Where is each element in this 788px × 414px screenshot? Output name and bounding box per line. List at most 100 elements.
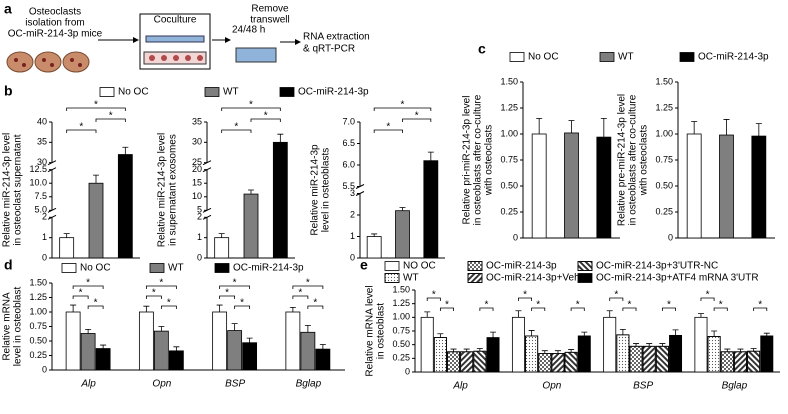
bar <box>366 236 382 259</box>
sig-label: * <box>225 288 229 299</box>
sig-bracket <box>531 307 546 311</box>
error-bar <box>218 233 225 238</box>
sig-bracket <box>518 297 533 301</box>
legend-swatch <box>204 87 220 97</box>
legend-label: OC-miR-214-3p <box>233 263 304 274</box>
coculture-wells <box>143 35 207 65</box>
sig-label: * <box>706 290 710 301</box>
y-tick-label: 1.25 <box>392 298 410 308</box>
sig-bracket <box>402 118 432 122</box>
legend-label: OC-miR-214-3p <box>486 261 557 272</box>
sig-bracket <box>373 107 432 111</box>
y-axis-label: Relative miR-214-3p level <box>2 133 13 248</box>
sig-bracket <box>234 305 251 309</box>
x-tick-label: Opn <box>152 379 171 390</box>
bar-pattern <box>707 336 721 373</box>
legend-label: NO OC <box>403 261 436 272</box>
bar-pattern <box>447 351 461 373</box>
sig-bracket <box>307 305 324 309</box>
error-bar <box>85 329 92 334</box>
error-bar <box>463 348 470 352</box>
bar-pattern <box>538 353 552 373</box>
legend-swatch-pattern <box>467 261 483 271</box>
bar <box>486 337 500 373</box>
y-tick-label: 0.50 <box>392 339 410 349</box>
bar-pattern <box>733 351 747 373</box>
bar <box>59 237 75 259</box>
sig-label: * <box>667 300 671 311</box>
x-tick-label: Bglap <box>722 381 748 392</box>
y-tick-label: 1.00 <box>500 128 518 138</box>
error-bar <box>427 151 434 161</box>
sig-bracket <box>479 307 494 311</box>
y-tick-label: 1.50 <box>500 76 518 86</box>
error-bar <box>724 348 731 352</box>
legend-label: OC-miR-214-3p <box>698 52 769 63</box>
y-tick-label: 0.25 <box>500 206 518 216</box>
y-tick-label: 0.25 <box>29 350 47 360</box>
sig-bracket <box>72 285 104 289</box>
y-axis-label: with osteoclasts <box>639 125 650 197</box>
y-axis-label: level in osteoblast <box>13 287 24 367</box>
y-tick-label: 35 <box>37 137 47 147</box>
sig-label: * <box>306 278 310 289</box>
legend-label: OC-miR-214-3p <box>298 87 369 98</box>
bar <box>242 342 258 371</box>
y-tick-label: 7.5 <box>34 191 47 201</box>
sig-bracket <box>145 295 162 299</box>
sig-label: * <box>758 300 762 311</box>
sig-bracket <box>66 129 97 133</box>
sig-bracket <box>72 295 89 299</box>
error-bar <box>600 118 607 138</box>
bar <box>138 311 154 371</box>
error-bar <box>231 323 238 331</box>
bar <box>227 330 243 371</box>
panel-label: e <box>360 257 368 273</box>
y-tick-label: 0 <box>668 232 673 242</box>
y-tick-label: 2 <box>350 209 355 219</box>
sig-label: * <box>576 300 580 311</box>
bar <box>315 348 331 371</box>
x-tick-label: BSP <box>633 381 653 392</box>
panel-label: d <box>4 257 13 273</box>
step-text: isolation from <box>25 18 84 29</box>
sig-bracket <box>66 107 126 111</box>
bar-pattern <box>629 345 643 373</box>
legend-swatch <box>384 261 400 271</box>
y-tick-label: 0.75 <box>500 154 518 164</box>
bar <box>65 311 81 371</box>
sig-label: * <box>234 122 238 133</box>
sig-label: * <box>628 300 632 311</box>
y-axis-label: in osteoblast <box>376 303 387 359</box>
step-text: Coculture <box>154 15 197 26</box>
y-tick-label: 3 <box>350 188 355 198</box>
sig-bracket <box>609 297 624 301</box>
error-bar <box>659 343 666 347</box>
sig-bracket <box>221 129 252 133</box>
sig-label: * <box>249 100 253 111</box>
legend-swatch <box>214 263 230 273</box>
sig-bracket <box>373 129 403 133</box>
error-bar <box>763 332 770 336</box>
y-tick-label: 5.5 <box>342 181 355 191</box>
error-bar <box>246 337 253 343</box>
error-bar <box>619 328 626 335</box>
sig-label: * <box>240 298 244 309</box>
sig-bracket <box>700 297 715 301</box>
x-tick-label: Bglap <box>296 379 322 390</box>
sig-label: * <box>233 278 237 289</box>
error-bar <box>554 350 561 354</box>
y-tick-label: 1.25 <box>29 292 47 302</box>
error-bar <box>100 344 107 349</box>
bar <box>212 311 228 371</box>
error-bar <box>424 311 431 318</box>
y-tick-label: 5.0 <box>34 205 47 215</box>
bar <box>564 132 579 239</box>
error-bar <box>568 349 575 353</box>
error-bar <box>437 333 444 338</box>
bar <box>694 316 708 373</box>
sig-bracket <box>95 118 126 122</box>
x-tick-label: Alp <box>80 379 96 390</box>
bar <box>596 136 612 239</box>
sig-bracket <box>292 295 309 299</box>
